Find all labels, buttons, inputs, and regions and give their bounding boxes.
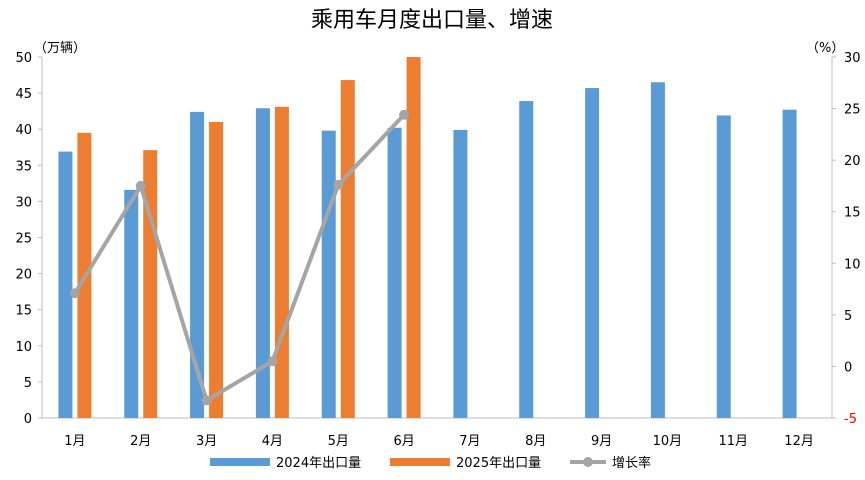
bar-2024-7 <box>453 129 468 418</box>
bar-2025-4 <box>274 106 289 419</box>
y-tick-label: 5 <box>24 376 32 391</box>
legend-swatch-1 <box>390 458 450 466</box>
growth-rate-point-5 <box>333 179 344 190</box>
x-tick-label: 1月 <box>64 434 85 449</box>
x-tick-label: 3月 <box>196 434 217 449</box>
x-tick-label: 12月 <box>784 434 814 449</box>
x-tick-label: 4月 <box>262 434 283 449</box>
y-tick-label: 15 <box>15 304 32 319</box>
y2-tick-label: -5 <box>844 412 857 427</box>
bar-2025-2 <box>143 150 158 418</box>
bar-2024-1 <box>58 151 73 418</box>
bar-2024-3 <box>190 111 205 418</box>
y-tick-label: 30 <box>15 195 32 210</box>
right-axis-unit: （%） <box>806 41 844 56</box>
y2-tick-label: 20 <box>844 154 861 169</box>
y-tick-label: 20 <box>15 268 32 283</box>
y-tick-label: 50 <box>15 51 32 66</box>
bar-2024-10 <box>650 82 665 419</box>
growth-rate-point-4 <box>267 356 278 367</box>
growth-rate-point-6 <box>399 109 410 120</box>
y2-tick-label: 15 <box>844 206 861 221</box>
bar-2024-6 <box>387 127 402 419</box>
plot-area: 0 5 10 15 20 25 30 35 40 45 50 -5 0 5 10 15 20 25 30 1月 2月 3月… <box>15 51 860 449</box>
y-tick-label: 40 <box>15 123 32 138</box>
legend-label-2: 增长率 <box>612 455 651 471</box>
x-tick-label: 8月 <box>525 434 546 449</box>
y-tick-label: 25 <box>15 232 32 247</box>
x-tick-label: 9月 <box>591 434 612 449</box>
x-tick-label: 6月 <box>393 434 414 449</box>
y2-tick-label: 0 <box>844 360 852 375</box>
bar-2024-5 <box>321 130 336 419</box>
bar-2024-8 <box>519 101 534 419</box>
bar-2024-9 <box>585 88 600 419</box>
x-tick-label: 7月 <box>459 434 480 449</box>
legend: 2024年出口量 2025年出口量 增长率 <box>210 455 651 471</box>
chart-title: 乘用车月度出口量、增速 <box>311 8 553 33</box>
legend-marker-2 <box>583 457 593 467</box>
bar-2024-11 <box>716 115 731 419</box>
legend-label-1: 2025年出口量 <box>456 456 541 471</box>
y2-tick-label: 25 <box>844 103 861 118</box>
growth-rate-point-3 <box>201 395 212 406</box>
y-tick-label: 10 <box>15 340 32 355</box>
growth-rate-point-2 <box>135 180 146 191</box>
bar-2024-12 <box>782 109 797 419</box>
legend-swatch-0 <box>210 458 270 466</box>
left-axis-unit: （万辆） <box>34 41 86 56</box>
bar-2025-6 <box>406 57 421 418</box>
bar-2024-2 <box>124 189 139 418</box>
y2-tick-label: 30 <box>844 51 861 66</box>
x-tick-label: 11月 <box>718 434 748 449</box>
growth-rate-line <box>73 113 406 403</box>
bar-2025-5 <box>340 80 355 418</box>
x-tick-label: 10月 <box>653 434 683 449</box>
growth-rate-point-1 <box>69 288 80 299</box>
y2-tick-label: 5 <box>844 309 852 324</box>
x-tick-label: 2月 <box>130 434 151 449</box>
legend-label-0: 2024年出口量 <box>276 456 361 471</box>
y-tick-label: 45 <box>15 87 32 102</box>
y2-tick-label: 10 <box>844 257 861 272</box>
y-tick-label: 35 <box>15 159 32 174</box>
bar-2025-3 <box>209 121 224 418</box>
y-tick-label: 0 <box>24 412 32 427</box>
x-tick-label: 5月 <box>328 434 349 449</box>
bar-2024-4 <box>255 108 270 419</box>
